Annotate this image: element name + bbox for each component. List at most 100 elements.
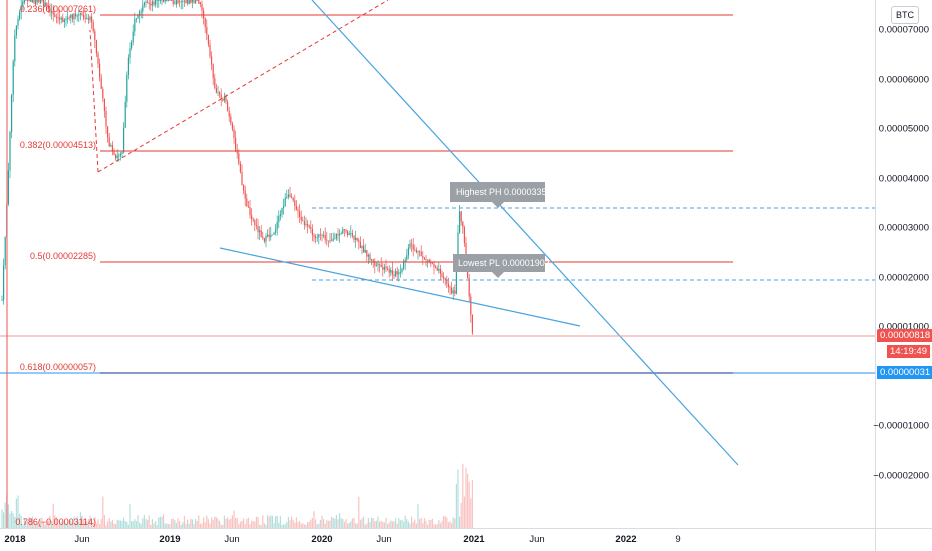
candle-body: [217, 92, 219, 94]
candle-body: [126, 75, 128, 102]
volume-bar: [222, 524, 224, 528]
time-tick: Jun: [224, 534, 240, 545]
candle-body: [273, 232, 275, 235]
volume-bar: [326, 520, 328, 528]
volume-bar: [239, 521, 241, 528]
candle-body: [233, 129, 235, 139]
fibonacci-retracement[interactable]: 0.236(0.00007261) 0.382(0.00004513) 0.5(…: [15, 4, 733, 527]
dashed-wedge-line[interactable]: [89, 29, 99, 173]
volume-bar: [153, 523, 155, 528]
volume-bar: [366, 523, 368, 528]
volume-bar: [281, 524, 283, 528]
candle-body: [316, 237, 318, 239]
volume-bar: [179, 521, 181, 528]
candle-body: [284, 197, 286, 207]
candle-body: [262, 236, 264, 239]
candle-body: [295, 206, 297, 210]
candle-body: [449, 286, 451, 288]
candle-body: [431, 263, 433, 265]
candle-body: [430, 261, 432, 264]
volume-bar: [159, 516, 161, 528]
candle-body: [174, 2, 176, 4]
volume-bar: [415, 523, 417, 528]
candle-body: [135, 18, 137, 20]
candle-body: [94, 31, 96, 41]
volume-bar: [286, 522, 288, 528]
volume-bar: [367, 517, 369, 528]
volume-bar: [433, 524, 435, 528]
candle-body: [337, 234, 339, 236]
volume-bar: [358, 496, 360, 528]
candle-body: [404, 259, 406, 262]
volume-bar: [329, 520, 331, 528]
volume-bar: [291, 516, 293, 528]
volume-bar: [145, 518, 147, 528]
candle-body: [235, 138, 237, 151]
lowest-pl-note[interactable]: Lowest PL 0.00001902: [453, 254, 550, 278]
time-tick: Jun: [376, 534, 392, 545]
chart-canvas[interactable]: 0.236(0.00007261) 0.382(0.00004513) 0.5(…: [0, 0, 875, 528]
candle-body: [366, 249, 368, 257]
volume-bar: [414, 519, 416, 528]
volume-bar: [388, 522, 390, 528]
descending-trendline[interactable]: [311, 0, 739, 466]
volume-bar: [31, 516, 33, 528]
candle-body: [236, 150, 238, 154]
volume-bar: [113, 523, 115, 528]
price-axis[interactable]: 0.00007000 0.00006000 0.00005000 0.00004…: [873, 0, 932, 528]
volume-bar: [191, 519, 193, 528]
dashed-trend-line[interactable]: [97, 0, 389, 173]
volume-bar: [300, 523, 302, 528]
volume-bar: [267, 515, 269, 528]
volume-bar: [107, 521, 109, 528]
candle-body: [30, 0, 32, 2]
volume-bar: [334, 518, 336, 528]
volume-bar: [348, 523, 350, 528]
candle-body: [1, 299, 3, 301]
candle-body: [259, 230, 261, 233]
volume-bar: [401, 519, 403, 528]
volume-bar: [47, 520, 49, 528]
volume-bar: [206, 515, 208, 528]
volume-bar: [438, 520, 440, 528]
candle-body: [35, 0, 37, 5]
candle-body: [361, 245, 363, 249]
candle-body: [100, 77, 102, 89]
candle-body: [113, 151, 115, 155]
candle-body: [132, 31, 134, 43]
volume-bar: [463, 496, 465, 528]
highest-ph-note[interactable]: Highest PH 0.00003355: [450, 182, 552, 208]
volume-bar: [65, 523, 67, 528]
candle-body: [91, 16, 93, 23]
candle-body: [198, 0, 200, 4]
candle-body: [223, 96, 225, 101]
volume-bar: [287, 516, 289, 528]
currency-selector[interactable]: BTC: [891, 6, 919, 24]
candle-body: [347, 231, 349, 236]
candle-body: [215, 88, 217, 93]
time-axis[interactable]: 2018 Jun 2019 Jun 2020 Jun 2021 Jun 2022…: [0, 528, 875, 551]
volume-bar: [411, 516, 413, 528]
candle-body: [167, 0, 169, 1]
candle-body: [305, 224, 307, 225]
fib-label-0236: 0.236(0.00007261): [20, 4, 96, 14]
candle-body: [372, 259, 374, 262]
support-trendline[interactable]: [219, 247, 581, 327]
candle-body: [244, 190, 246, 199]
candle-body: [388, 269, 390, 273]
volume-bar: [155, 521, 157, 528]
volume-bar: [4, 502, 6, 528]
volume-bar: [246, 518, 248, 528]
candle-body: [60, 17, 62, 20]
candle-body: [81, 13, 83, 15]
candle-body: [406, 255, 408, 260]
volume-bar: [139, 522, 141, 528]
candle-body: [318, 234, 320, 238]
candle-body: [369, 254, 371, 260]
candle-body: [329, 240, 331, 242]
volume-bar: [193, 523, 195, 528]
volume-bar: [28, 517, 30, 528]
volume-bar: [377, 516, 379, 528]
volume-bar: [331, 516, 333, 528]
volume-bar: [38, 524, 40, 528]
